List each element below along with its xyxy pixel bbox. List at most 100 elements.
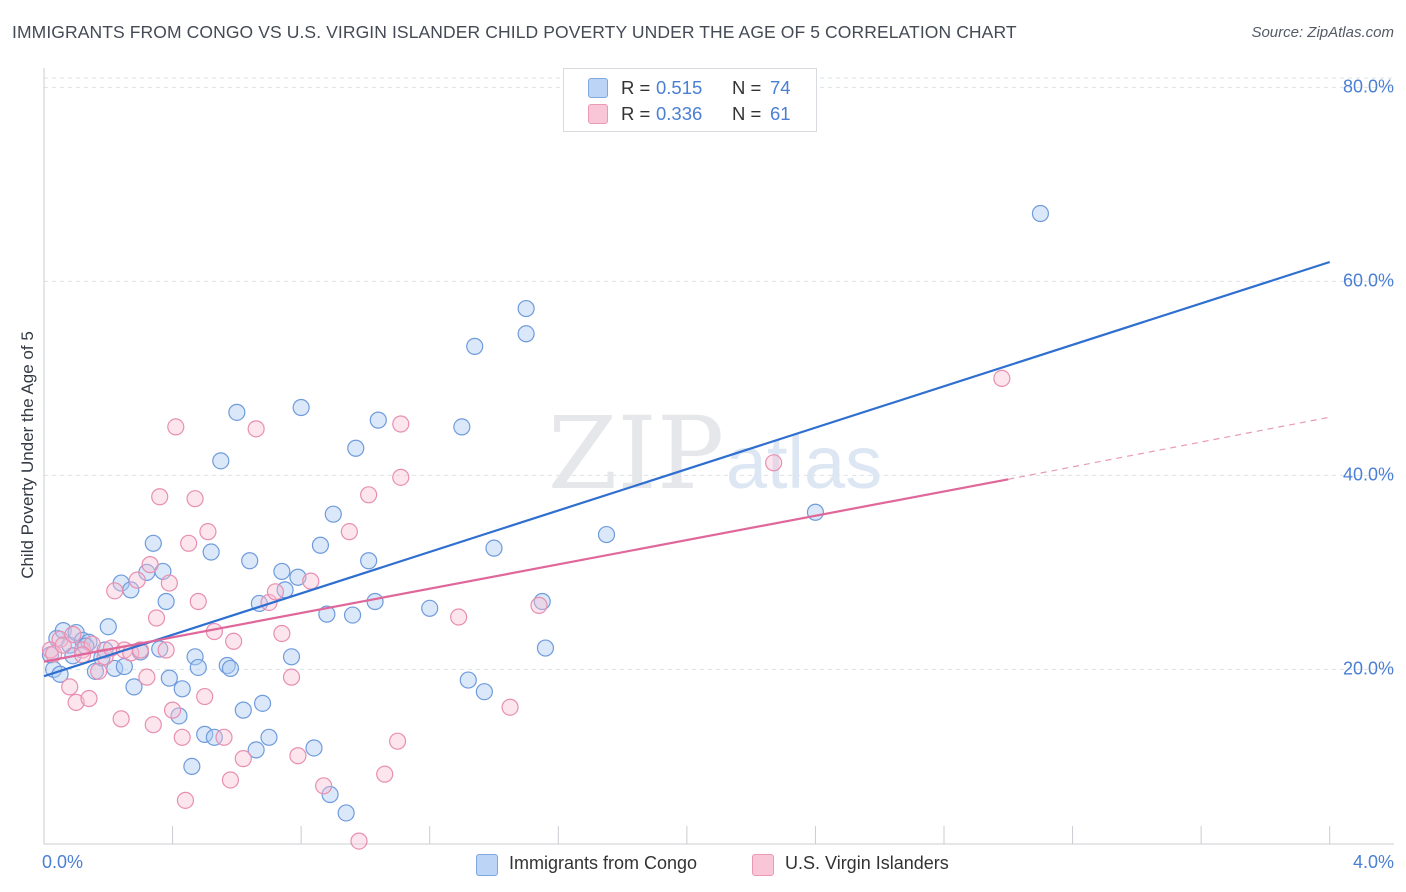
- source-label: Source: ZipAtlas.com: [1251, 24, 1394, 41]
- virgin-islander-point: [376, 765, 394, 783]
- congo-point: [366, 592, 384, 611]
- virgin-islander-point: [61, 678, 79, 696]
- congo-trend-line: [43, 260, 1331, 678]
- congo-point: [212, 452, 230, 470]
- congo-point: [343, 606, 362, 624]
- congo-point: [453, 418, 471, 436]
- virgin-islander-point: [392, 415, 410, 433]
- virgin-islander-point: [501, 698, 519, 716]
- virgin-islander-point: [266, 583, 285, 601]
- x-tick-label-min: 0.0%: [42, 852, 84, 872]
- legend-r-value: 0.336: [656, 103, 703, 124]
- congo-point: [99, 618, 117, 636]
- legend-n-value: 74: [770, 77, 791, 98]
- congo-point: [160, 669, 178, 687]
- congo-point: [421, 599, 439, 617]
- congo-point: [205, 728, 223, 746]
- congo-point: [125, 678, 143, 696]
- virgin-islander-point: [225, 632, 243, 650]
- data-points: [41, 204, 1050, 850]
- legend-n-value: 61: [770, 103, 791, 124]
- congo-point: [597, 525, 616, 544]
- congo-point: [170, 707, 188, 725]
- correlation-legend: R = 0.515 N = 74 R = 0.336 N = 61: [563, 68, 817, 132]
- virgin-islander-point: [450, 608, 468, 626]
- congo-point: [196, 725, 214, 743]
- congo-point: [253, 694, 272, 712]
- virgin-islander-point: [141, 556, 159, 574]
- y-tick-label: 80.0%: [1342, 76, 1394, 97]
- virgin-islander-point: [80, 689, 98, 708]
- congo-point: [475, 683, 493, 701]
- congo-point: [305, 739, 323, 757]
- congo-point: [318, 605, 336, 623]
- legend-n-label: N =: [732, 77, 762, 98]
- legend-r-label: R =: [621, 77, 651, 98]
- virgin-islander-point: [173, 728, 191, 746]
- congo-point: [347, 439, 365, 457]
- virgin-islander-point: [350, 832, 368, 850]
- virgin-islander-point: [765, 454, 783, 472]
- virgin-islander-point: [112, 710, 130, 728]
- congo-point: [183, 757, 201, 776]
- legend-swatch-blue: [476, 854, 498, 876]
- congo-point: [311, 536, 330, 554]
- congo-point: [173, 680, 191, 698]
- virgin-islander-point: [147, 609, 166, 627]
- virgin-islander-point: [315, 777, 333, 795]
- virgin-islander-point: [128, 571, 146, 589]
- congo-point: [517, 325, 535, 343]
- virgin-islander-point: [90, 662, 108, 680]
- legend-r-label: R =: [621, 103, 651, 124]
- virgin-islander-point: [360, 486, 378, 504]
- virgin-islander-point: [180, 534, 198, 552]
- congo-point: [247, 741, 265, 759]
- congo-point: [144, 534, 162, 552]
- legend-n-label: N =: [732, 103, 762, 124]
- x-tick-label-max: 4.0%: [1352, 852, 1394, 872]
- virgin-islander-point: [67, 693, 85, 711]
- legend-swatch-pink: [588, 104, 608, 124]
- legend-label-virgin-islanders: U.S. Virgin Islanders: [785, 853, 949, 873]
- legend-swatch-pink: [752, 854, 774, 876]
- axes: [43, 68, 1394, 845]
- congo-point: [485, 539, 503, 557]
- virgin-islander-point: [160, 574, 178, 592]
- grid-lines: [44, 77, 1394, 670]
- virgin-islander-point: [302, 572, 320, 590]
- congo-point: [151, 640, 169, 658]
- virgin-islander-point: [138, 668, 156, 686]
- virgin-islander-point: [199, 523, 217, 541]
- virgin-islander-point: [176, 791, 195, 809]
- virgin-islander-point: [157, 641, 175, 659]
- virgin-islander-point: [392, 468, 410, 486]
- virgin-islander-point: [260, 593, 278, 612]
- congo-point: [459, 671, 477, 689]
- congo-point: [202, 543, 220, 561]
- virgin-islander-point: [215, 728, 233, 746]
- congo-point: [466, 337, 484, 355]
- virgin-islander-point: [993, 369, 1011, 387]
- congo-point: [189, 658, 207, 677]
- virgin-islander-point: [151, 488, 169, 506]
- virgin-islander-point: [289, 747, 307, 765]
- virgin-islander-point: [144, 716, 162, 734]
- virgin-islander-point: [167, 418, 185, 436]
- virgin-islander-point: [530, 596, 548, 614]
- congo-point: [54, 621, 72, 640]
- watermark: ZIP atlas: [548, 395, 882, 512]
- legend-label-congo: Immigrants from Congo: [509, 853, 698, 873]
- virgin-islander-point: [64, 625, 82, 644]
- congo-point: [186, 648, 204, 666]
- congo-point: [218, 656, 236, 675]
- virgin-islander-point: [282, 668, 301, 686]
- congo-point: [1031, 204, 1050, 223]
- congo-point: [228, 403, 246, 421]
- legend-swatch-blue: [588, 78, 608, 98]
- congo-point: [536, 639, 555, 657]
- svg-text:atlas: atlas: [726, 421, 882, 504]
- virgin-islander-point: [196, 687, 214, 706]
- congo-point: [157, 592, 175, 611]
- virgin-islander-trend-line: [43, 478, 1009, 663]
- svg-text:ZIP: ZIP: [548, 395, 724, 512]
